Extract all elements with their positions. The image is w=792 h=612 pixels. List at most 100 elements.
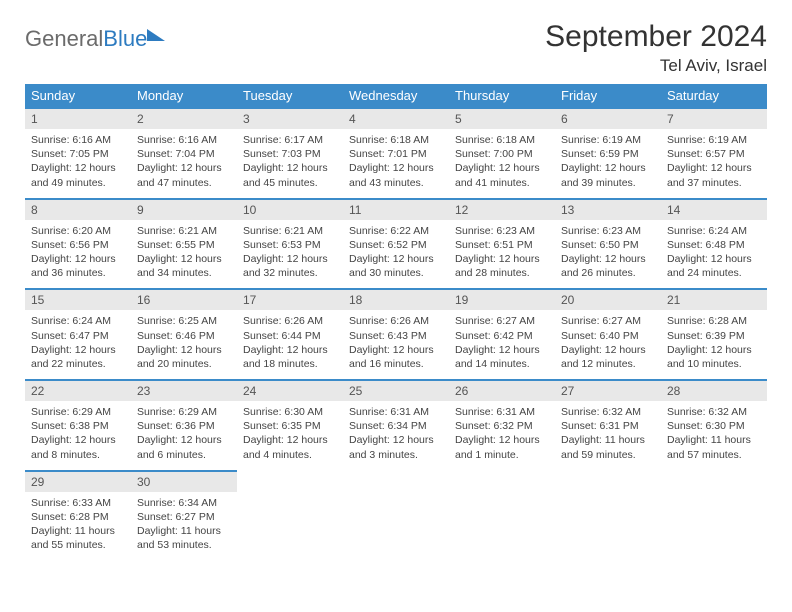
dow-header: Thursday [449,84,555,108]
day-number: 3 [237,109,343,129]
day-number: 24 [237,381,343,401]
day-number: 8 [25,200,131,220]
day-number: 4 [343,109,449,129]
location: Tel Aviv, Israel [545,56,767,76]
day-details: Sunrise: 6:23 AMSunset: 6:50 PMDaylight:… [555,220,661,289]
day-number: 11 [343,200,449,220]
title-block: September 2024 Tel Aviv, Israel [545,20,767,76]
day-cell [555,471,661,561]
day-details: Sunrise: 6:29 AMSunset: 6:38 PMDaylight:… [25,401,131,470]
day-details: Sunrise: 6:27 AMSunset: 6:40 PMDaylight:… [555,310,661,379]
day-number: 6 [555,109,661,129]
dow-header: Wednesday [343,84,449,108]
day-number: 21 [661,290,767,310]
day-number: 26 [449,381,555,401]
day-details: Sunrise: 6:20 AMSunset: 6:56 PMDaylight:… [25,220,131,289]
week-row: 29Sunrise: 6:33 AMSunset: 6:28 PMDayligh… [25,471,767,561]
day-details: Sunrise: 6:29 AMSunset: 6:36 PMDaylight:… [131,401,237,470]
week-row: 1Sunrise: 6:16 AMSunset: 7:05 PMDaylight… [25,108,767,199]
day-number: 30 [131,472,237,492]
month-title: September 2024 [545,20,767,54]
day-details: Sunrise: 6:25 AMSunset: 6:46 PMDaylight:… [131,310,237,379]
day-details: Sunrise: 6:27 AMSunset: 6:42 PMDaylight:… [449,310,555,379]
day-number: 29 [25,472,131,492]
week-row: 8Sunrise: 6:20 AMSunset: 6:56 PMDaylight… [25,199,767,290]
dow-header: Saturday [661,84,767,108]
day-number: 14 [661,200,767,220]
day-cell: 11Sunrise: 6:22 AMSunset: 6:52 PMDayligh… [343,199,449,290]
day-cell: 4Sunrise: 6:18 AMSunset: 7:01 PMDaylight… [343,108,449,199]
day-details: Sunrise: 6:31 AMSunset: 6:32 PMDaylight:… [449,401,555,470]
day-number: 23 [131,381,237,401]
day-cell: 1Sunrise: 6:16 AMSunset: 7:05 PMDaylight… [25,108,131,199]
day-cell: 28Sunrise: 6:32 AMSunset: 6:30 PMDayligh… [661,380,767,471]
day-cell: 15Sunrise: 6:24 AMSunset: 6:47 PMDayligh… [25,289,131,380]
day-number: 20 [555,290,661,310]
day-cell: 21Sunrise: 6:28 AMSunset: 6:39 PMDayligh… [661,289,767,380]
brand-part2: Blue [103,26,147,51]
day-cell: 14Sunrise: 6:24 AMSunset: 6:48 PMDayligh… [661,199,767,290]
day-number: 27 [555,381,661,401]
dow-header: Friday [555,84,661,108]
day-cell [237,471,343,561]
day-cell: 22Sunrise: 6:29 AMSunset: 6:38 PMDayligh… [25,380,131,471]
day-details: Sunrise: 6:26 AMSunset: 6:44 PMDaylight:… [237,310,343,379]
day-number: 12 [449,200,555,220]
day-number: 16 [131,290,237,310]
day-cell [661,471,767,561]
day-cell: 27Sunrise: 6:32 AMSunset: 6:31 PMDayligh… [555,380,661,471]
dow-header: Tuesday [237,84,343,108]
dow-header: Sunday [25,84,131,108]
day-number: 9 [131,200,237,220]
day-number: 19 [449,290,555,310]
day-details: Sunrise: 6:21 AMSunset: 6:55 PMDaylight:… [131,220,237,289]
day-number: 17 [237,290,343,310]
day-number: 18 [343,290,449,310]
day-cell: 26Sunrise: 6:31 AMSunset: 6:32 PMDayligh… [449,380,555,471]
brand-sail-icon [147,29,165,41]
day-cell: 8Sunrise: 6:20 AMSunset: 6:56 PMDaylight… [25,199,131,290]
day-cell: 18Sunrise: 6:26 AMSunset: 6:43 PMDayligh… [343,289,449,380]
day-details: Sunrise: 6:18 AMSunset: 7:00 PMDaylight:… [449,129,555,198]
brand-logo: GeneralBlue [25,26,165,52]
day-details: Sunrise: 6:18 AMSunset: 7:01 PMDaylight:… [343,129,449,198]
day-details: Sunrise: 6:24 AMSunset: 6:48 PMDaylight:… [661,220,767,289]
day-details: Sunrise: 6:32 AMSunset: 6:30 PMDaylight:… [661,401,767,470]
day-details: Sunrise: 6:23 AMSunset: 6:51 PMDaylight:… [449,220,555,289]
day-cell: 24Sunrise: 6:30 AMSunset: 6:35 PMDayligh… [237,380,343,471]
day-number: 28 [661,381,767,401]
day-details: Sunrise: 6:34 AMSunset: 6:27 PMDaylight:… [131,492,237,561]
day-cell: 29Sunrise: 6:33 AMSunset: 6:28 PMDayligh… [25,471,131,561]
day-number: 22 [25,381,131,401]
week-row: 15Sunrise: 6:24 AMSunset: 6:47 PMDayligh… [25,289,767,380]
day-details: Sunrise: 6:33 AMSunset: 6:28 PMDaylight:… [25,492,131,561]
calendar-table: SundayMondayTuesdayWednesdayThursdayFrid… [25,84,767,560]
day-cell: 19Sunrise: 6:27 AMSunset: 6:42 PMDayligh… [449,289,555,380]
day-cell: 13Sunrise: 6:23 AMSunset: 6:50 PMDayligh… [555,199,661,290]
day-details: Sunrise: 6:16 AMSunset: 7:05 PMDaylight:… [25,129,131,198]
day-details: Sunrise: 6:31 AMSunset: 6:34 PMDaylight:… [343,401,449,470]
day-details: Sunrise: 6:32 AMSunset: 6:31 PMDaylight:… [555,401,661,470]
day-details: Sunrise: 6:26 AMSunset: 6:43 PMDaylight:… [343,310,449,379]
day-details: Sunrise: 6:28 AMSunset: 6:39 PMDaylight:… [661,310,767,379]
day-cell: 23Sunrise: 6:29 AMSunset: 6:36 PMDayligh… [131,380,237,471]
dow-header: Monday [131,84,237,108]
day-cell: 16Sunrise: 6:25 AMSunset: 6:46 PMDayligh… [131,289,237,380]
day-cell: 5Sunrise: 6:18 AMSunset: 7:00 PMDaylight… [449,108,555,199]
day-number: 7 [661,109,767,129]
day-cell: 17Sunrise: 6:26 AMSunset: 6:44 PMDayligh… [237,289,343,380]
day-cell: 12Sunrise: 6:23 AMSunset: 6:51 PMDayligh… [449,199,555,290]
brand-part1: General [25,26,103,51]
day-number: 5 [449,109,555,129]
day-number: 10 [237,200,343,220]
day-details: Sunrise: 6:30 AMSunset: 6:35 PMDaylight:… [237,401,343,470]
day-number: 13 [555,200,661,220]
day-cell: 6Sunrise: 6:19 AMSunset: 6:59 PMDaylight… [555,108,661,199]
week-row: 22Sunrise: 6:29 AMSunset: 6:38 PMDayligh… [25,380,767,471]
day-cell: 30Sunrise: 6:34 AMSunset: 6:27 PMDayligh… [131,471,237,561]
day-number: 1 [25,109,131,129]
day-number: 15 [25,290,131,310]
day-cell: 7Sunrise: 6:19 AMSunset: 6:57 PMDaylight… [661,108,767,199]
dow-row: SundayMondayTuesdayWednesdayThursdayFrid… [25,84,767,108]
day-cell: 2Sunrise: 6:16 AMSunset: 7:04 PMDaylight… [131,108,237,199]
